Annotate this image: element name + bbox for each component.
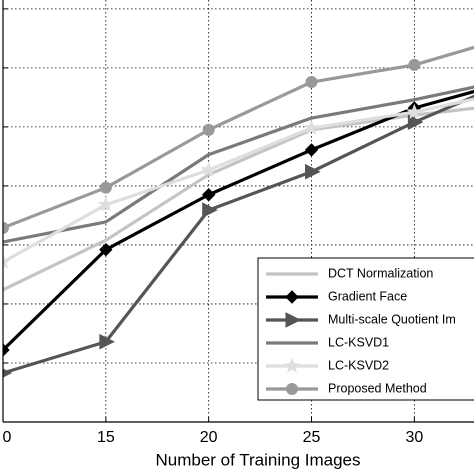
x-tick-label: 25 bbox=[303, 429, 321, 446]
x-tick-label: 15 bbox=[97, 429, 115, 446]
series-line bbox=[3, 97, 474, 264]
point bbox=[408, 58, 421, 71]
point bbox=[201, 188, 216, 202]
point bbox=[202, 202, 218, 218]
point bbox=[286, 383, 298, 395]
legend-label: LC-KSVD2 bbox=[328, 358, 389, 372]
point bbox=[97, 196, 114, 212]
point bbox=[3, 368, 13, 378]
point bbox=[407, 114, 424, 130]
legend-box bbox=[257, 257, 474, 401]
point bbox=[285, 312, 302, 328]
legend: DCT Normalization Gradient Face Multi-scal… bbox=[257, 257, 474, 401]
legend-label: Proposed Method bbox=[328, 381, 427, 395]
legend-label: Multi-scale Quotient Im bbox=[328, 312, 456, 326]
point bbox=[305, 76, 318, 89]
x-tick-label: 0 bbox=[3, 429, 12, 446]
point bbox=[285, 290, 299, 304]
point bbox=[305, 163, 321, 180]
point bbox=[99, 333, 115, 350]
legend-label: DCT Normalization bbox=[328, 266, 433, 280]
series-group bbox=[3, 45, 474, 378]
point bbox=[200, 161, 217, 177]
point bbox=[99, 181, 112, 194]
legend-label: Gradient Face bbox=[328, 289, 407, 303]
point bbox=[406, 103, 423, 119]
series-line bbox=[3, 45, 474, 230]
point bbox=[284, 357, 300, 373]
series-line bbox=[3, 94, 474, 375]
x-tick-label: 30 bbox=[405, 429, 423, 446]
point bbox=[202, 123, 215, 136]
x-axis-label: Number of Training Images bbox=[155, 450, 360, 469]
point bbox=[3, 343, 10, 357]
x-tick-label: 20 bbox=[200, 429, 218, 446]
point bbox=[99, 242, 113, 257]
tick-group: 0 15 20 25 30 bbox=[2, 8, 423, 446]
point bbox=[304, 143, 319, 157]
series-line bbox=[3, 85, 474, 244]
point bbox=[3, 221, 9, 234]
legend-label: LC-KSVD1 bbox=[328, 335, 389, 349]
point bbox=[303, 119, 320, 135]
series-line bbox=[3, 89, 474, 352]
point bbox=[3, 253, 11, 269]
